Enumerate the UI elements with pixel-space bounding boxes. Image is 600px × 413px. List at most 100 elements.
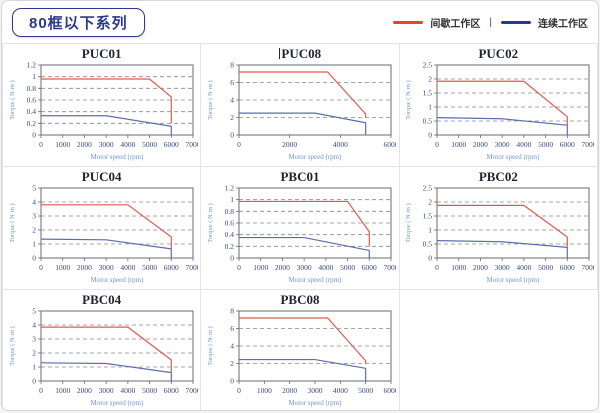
x-tick-label: 3000	[98, 140, 113, 149]
x-tick-label: 0	[435, 263, 439, 272]
y-tick-label: 2	[230, 113, 234, 122]
x-tick-label: 4000	[120, 140, 135, 149]
y-tick-label: 1.2	[26, 61, 36, 70]
chart-title: PUC02	[478, 46, 519, 61]
y-tick-label: 0	[429, 254, 433, 263]
legend-separator: |	[489, 16, 492, 28]
x-tick-label: 2000	[282, 140, 297, 149]
intermittent-zone-curve	[40, 78, 172, 124]
x-tick-label: 6000	[163, 263, 178, 272]
x-axis-label: Motor speed (rpm)	[289, 399, 343, 407]
y-tick-label: 1	[32, 72, 36, 81]
x-axis-label: Motor speed (rpm)	[90, 276, 144, 284]
chart-title-row: PUC04	[3, 168, 200, 184]
chart-title-row: PUC08	[201, 45, 398, 61]
x-tick-label: 0	[435, 140, 439, 149]
chart-title: PUC04	[81, 169, 122, 184]
y-tick-label: 0	[230, 377, 234, 386]
intermittent-zone-curve	[437, 204, 569, 247]
y-tick-label: 4	[32, 321, 36, 330]
x-tick-label: 3000	[495, 140, 510, 149]
y-axis-label: Torque ( N·m )	[9, 203, 16, 242]
intermittent-zone-curve	[40, 326, 172, 372]
x-tick-label: 5000	[358, 386, 373, 395]
y-tick-label: 4	[230, 342, 234, 351]
y-tick-label: 1	[32, 240, 36, 249]
charts-grid: PUC010100020003000400050006000700000.20.…	[2, 43, 598, 410]
intermittent-zone-curve	[238, 317, 367, 364]
x-axis-label: Motor speed (rpm)	[487, 153, 541, 161]
chart-title: PBC01	[280, 169, 320, 184]
continuous-zone-curve	[437, 117, 569, 135]
legend-swatch-continuous-icon	[501, 20, 531, 24]
y-tick-label: 1	[230, 195, 234, 204]
plot-border	[436, 187, 590, 259]
y-tick-label: 2.5	[423, 184, 433, 193]
plot-border	[40, 310, 194, 382]
plot-border	[436, 64, 590, 136]
x-tick-label: 6000	[383, 386, 396, 395]
x-axis-label: Motor speed (rpm)	[90, 153, 144, 161]
torque-speed-plot: 0 2000 4000 6000 0 2 4 6 8 Motor speed (rpm) Torqu…	[207, 61, 396, 161]
chart-cell-pbc08: PBC08 0 1000 2000 3000 4000 5000 6000 0 2 4 6 8 Motor…	[201, 290, 400, 410]
x-tick-label: 5000	[538, 263, 553, 272]
y-axis-label: Torque ( N·m )	[9, 326, 16, 365]
x-tick-label: 0	[237, 140, 241, 149]
y-tick-label: 0.2	[26, 119, 36, 128]
y-tick-label: 2	[429, 75, 433, 84]
y-tick-label: 1.5	[423, 212, 433, 221]
intermittent-zone-curve	[238, 200, 370, 247]
chart-title-row: PBC08	[201, 291, 398, 307]
x-tick-label: 4000	[333, 140, 348, 149]
chart-title-row: PUC01	[3, 45, 200, 61]
legend-swatch-intermittent-icon	[393, 20, 424, 24]
x-tick-label: 2000	[77, 263, 92, 272]
y-tick-label: 2.5	[423, 61, 433, 70]
legend-label-intermittent: 间歇工作区	[430, 18, 481, 30]
chart-title-row: PBC02	[400, 168, 597, 184]
x-tick-label: 1000	[55, 386, 70, 395]
x-axis-label: Motor speed (rpm)	[289, 153, 343, 161]
x-tick-label: 4000	[517, 263, 532, 272]
y-tick-label: 1	[32, 363, 36, 372]
y-axis-label: Torque ( N·m )	[405, 203, 412, 242]
x-tick-label: 3000	[98, 386, 113, 395]
empty-cell	[399, 290, 598, 410]
y-tick-label: 0	[429, 131, 433, 140]
y-tick-label: 1	[429, 226, 433, 235]
x-axis-label: Motor speed (rpm)	[487, 276, 541, 284]
y-tick-label: 0.8	[225, 207, 235, 216]
x-tick-label: 5000	[142, 386, 157, 395]
y-axis-label: Torque ( N·m )	[9, 80, 16, 119]
y-tick-label: 0	[32, 377, 36, 386]
x-tick-label: 5000	[142, 263, 157, 272]
x-tick-label: 4000	[333, 386, 348, 395]
y-axis-label: Torque ( N·m )	[405, 80, 412, 119]
x-tick-label: 6000	[362, 263, 377, 272]
y-tick-label: 8	[230, 307, 234, 316]
chart-cell-puc08: PUC08 0 2000 4000 6000 0 2 4 6 8 Motor speed (rpm)…	[201, 44, 400, 167]
x-tick-label: 2000	[77, 140, 92, 149]
chart-title-row: PBC04	[3, 291, 200, 307]
legend-label-continuous: 连续工作区	[538, 18, 588, 30]
y-tick-label: 5	[32, 307, 36, 316]
continuous-zone-curve	[40, 238, 172, 258]
x-tick-label: 3000	[98, 263, 113, 272]
chart-title: PBC04	[82, 292, 122, 307]
y-axis-label: Torque ( N·m )	[207, 203, 214, 242]
chart-title-row: PUC02	[400, 45, 597, 61]
x-tick-label: 1000	[257, 386, 272, 395]
x-tick-label: 6000	[560, 140, 575, 149]
x-tick-label: 5000	[340, 263, 355, 272]
x-tick-label: 1000	[55, 140, 70, 149]
